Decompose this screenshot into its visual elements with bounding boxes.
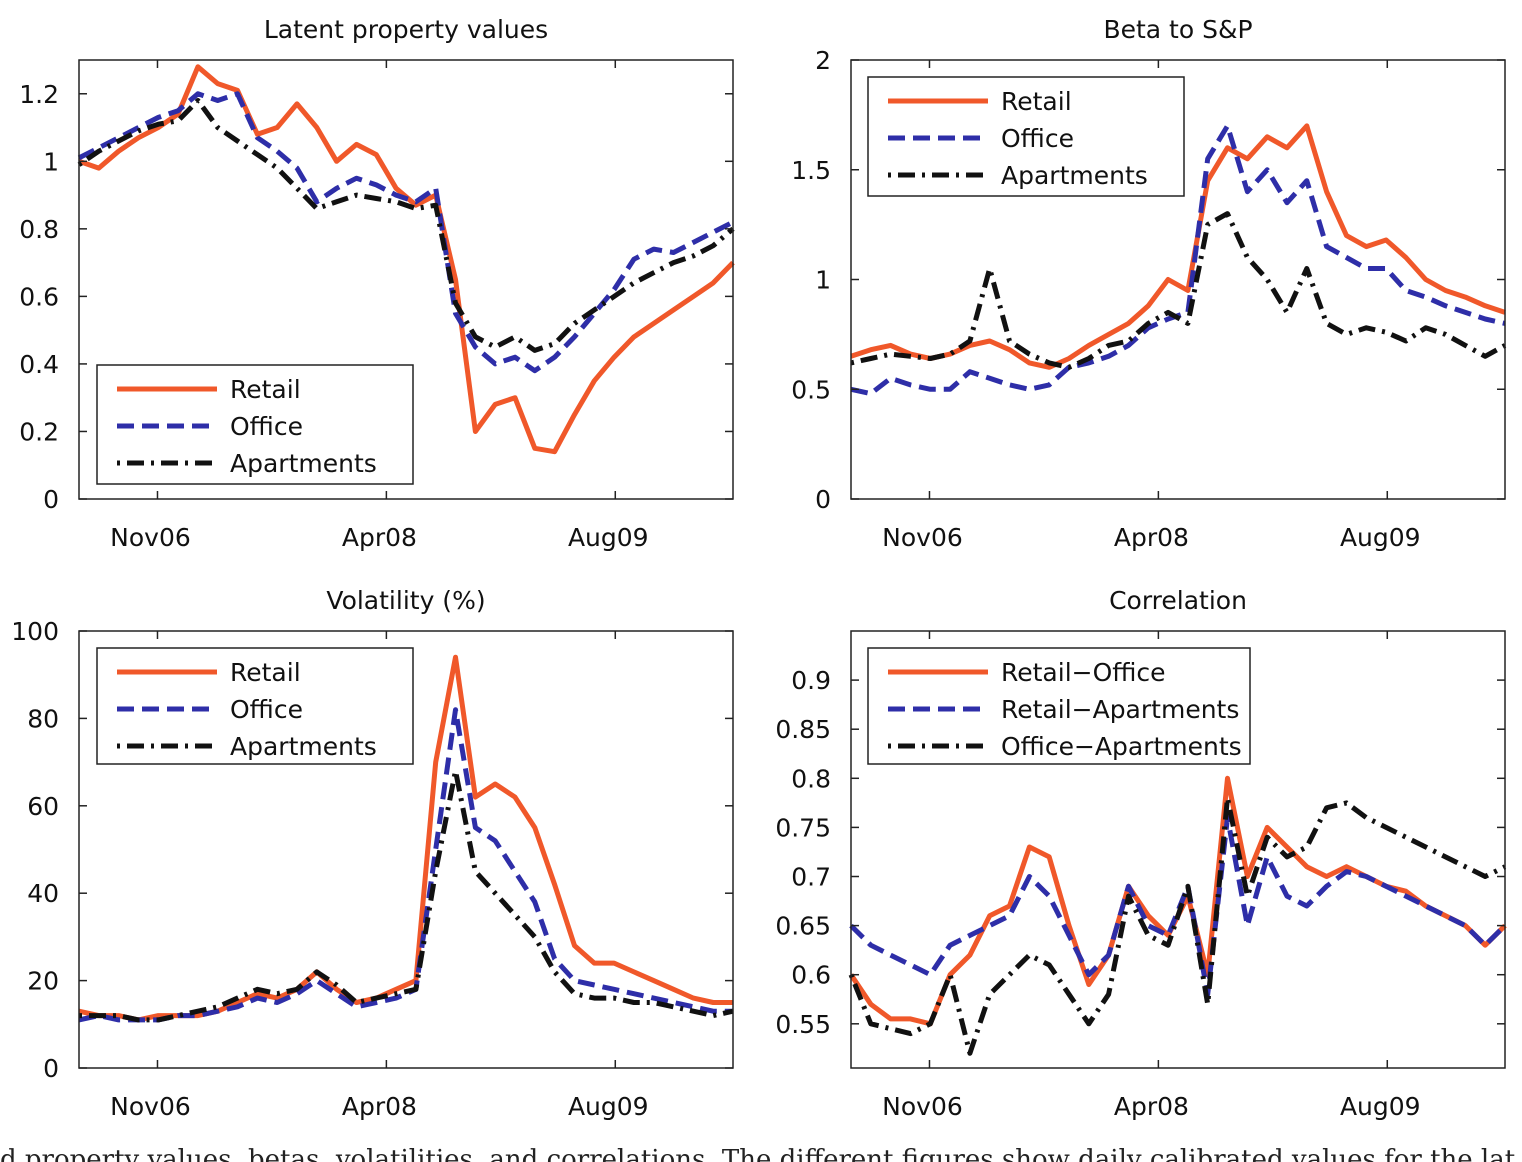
y-tick-label: 0.9 (791, 666, 831, 695)
panel-title: Latent property values (264, 15, 548, 44)
legend-label: Apartments (1001, 161, 1148, 190)
legend-label: Office (1001, 124, 1074, 153)
legend-label: Office−Apartments (1001, 732, 1242, 761)
legend-label: Office (230, 412, 303, 441)
legend: Retail Office Apartments (867, 76, 1185, 197)
series-line-3 (79, 768, 734, 1023)
y-tick-label: 1.2 (19, 80, 59, 109)
y-tick-label: 0 (43, 1054, 59, 1083)
y-tick-label: 0.5 (791, 375, 831, 404)
y-tick-label: 0.2 (19, 417, 59, 446)
legend-label: Apartments (230, 732, 377, 761)
x-tick-label: Aug09 (1340, 1092, 1421, 1121)
legend-label: Office (230, 695, 303, 724)
y-tick-label: 0 (815, 485, 831, 514)
series-line-2 (77, 91, 735, 374)
y-tick-label: 0.4 (19, 350, 59, 379)
x-tick-label: Aug09 (568, 523, 649, 552)
y-tick-label: 0.8 (791, 764, 831, 793)
y-tick-label: 60 (27, 792, 59, 821)
panel-4: Correlation 0.55 0.6 0.65 0.7 0.75 0.8 0.85 0.9 N… (775, 586, 1507, 1121)
y-tick-label: 0.55 (775, 1010, 831, 1039)
y-tick-label: 2 (815, 46, 831, 75)
x-tick-label: Nov06 (110, 523, 191, 552)
x-tick-label: Aug09 (568, 1092, 649, 1121)
y-tick-label: 20 (27, 967, 59, 996)
x-tick-label: Apr08 (342, 523, 417, 552)
x-tick-label: Nov06 (882, 1092, 963, 1121)
series-line-1 (848, 775, 1507, 1027)
y-tick-label: 1 (43, 147, 59, 176)
y-tick-label: 0.7 (791, 863, 831, 892)
legend: Retail Office Apartments (96, 647, 414, 765)
panel-title: Volatility (%) (326, 586, 485, 615)
x-tick-label: Nov06 (882, 523, 963, 552)
y-tick-label: 0.85 (775, 715, 831, 744)
series-line-2 (849, 815, 1507, 997)
y-tick-label: 1 (815, 266, 831, 295)
legend-box (867, 647, 1251, 765)
legend-label: Retail (230, 375, 301, 404)
series-line-3 (848, 795, 1507, 1056)
legend-label: Retail−Apartments (1001, 695, 1239, 724)
y-tick-label: 0.6 (791, 961, 831, 990)
x-tick-label: Apr08 (1114, 523, 1189, 552)
panel-1: Latent property values 0 0.2 0.4 0.6 0.8 1 1.2 N… (19, 15, 735, 552)
plot-frame (78, 630, 734, 1069)
legend-box (96, 647, 414, 765)
panel-title: Correlation (1109, 586, 1247, 615)
y-tick-label: 0 (43, 485, 59, 514)
panel-3: Volatility (%) 0 20 40 60 80 100 Nov06 Apr08 Aug0… (11, 586, 734, 1121)
panel-title: Beta to S&P (1103, 15, 1252, 44)
legend: Retail Office Apartments (96, 364, 414, 485)
x-tick-label: Aug09 (1340, 523, 1421, 552)
legend-label: Retail (1001, 87, 1072, 116)
y-tick-label: 0.6 (19, 282, 59, 311)
y-tick-label: 1.5 (791, 156, 831, 185)
panel-2: Beta to S&P 0 0.5 1 1.5 2 Nov06 Apr08 Aug09 Retai… (791, 15, 1507, 552)
y-tick-label: 100 (11, 617, 59, 646)
legend: Retail−Office Retail−Apartments Office−Apa… (867, 647, 1251, 765)
legend-label: Apartments (230, 449, 377, 478)
figure-caption: d property values, betas, volatilities, … (0, 1145, 1516, 1162)
legend-label: Retail−Office (1001, 658, 1166, 687)
plot-frame (850, 630, 1506, 1069)
series-line-1 (850, 123, 1506, 370)
y-tick-label: 80 (27, 704, 59, 733)
y-tick-label: 40 (27, 879, 59, 908)
y-tick-label: 0.8 (19, 215, 59, 244)
y-tick-label: 0.75 (775, 813, 831, 842)
series-line-3 (77, 98, 735, 353)
series-line-2 (78, 707, 733, 1023)
x-tick-label: Apr08 (1114, 1092, 1189, 1121)
plot-frame (78, 59, 734, 500)
x-tick-label: Nov06 (110, 1092, 191, 1121)
series-line-3 (850, 211, 1507, 370)
y-tick-label: 0.65 (775, 912, 831, 941)
x-tick-label: Apr08 (342, 1092, 417, 1121)
legend-label: Retail (230, 658, 301, 687)
